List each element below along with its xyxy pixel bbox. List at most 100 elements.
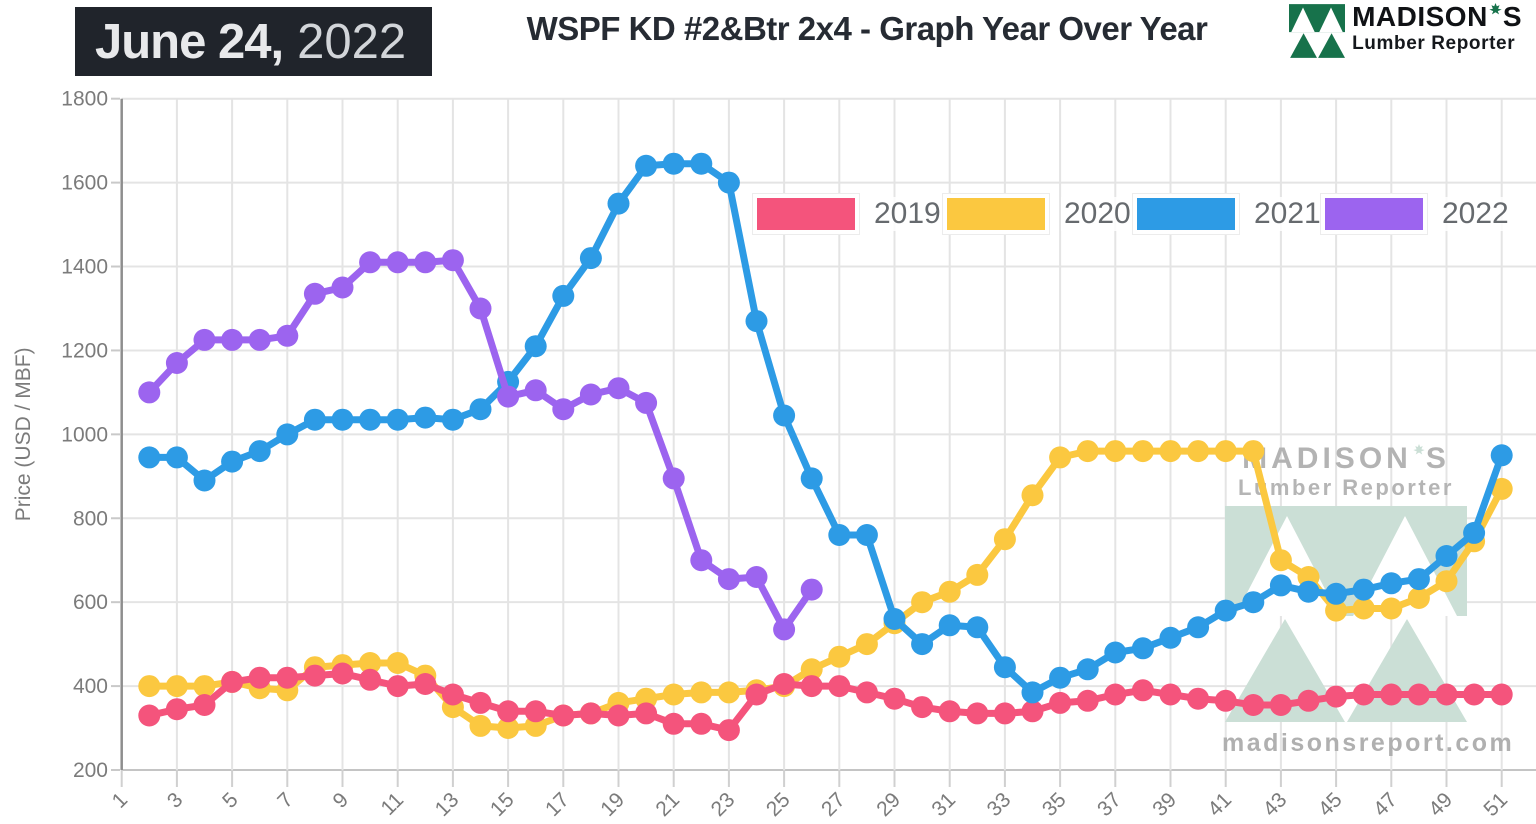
data-point-2020-w45 [1325, 599, 1348, 622]
data-point-2021-w35 [1049, 666, 1072, 689]
maple-leaf-icon [1489, 3, 1502, 15]
data-point-2021-w5 [221, 450, 244, 473]
logo-text: MADISON S Lumber Reporter [1352, 1, 1522, 54]
data-point-2019-w29 [883, 687, 906, 710]
data-point-2021-w46 [1352, 578, 1375, 601]
data-point-2019-w27 [828, 675, 851, 698]
data-point-2019-w33 [993, 702, 1016, 725]
data-point-2019-w11 [386, 675, 409, 698]
watermark-brand-pre: MADISON [1242, 442, 1412, 475]
ytick-label-1800: 1800 [61, 88, 108, 111]
data-point-2021-w24 [745, 310, 768, 333]
data-point-2021-w3 [165, 446, 188, 469]
logo-brand-post: S [1502, 1, 1522, 32]
data-point-2020-w2 [138, 675, 161, 698]
logo-brand-pre: MADISON [1352, 1, 1488, 32]
data-point-2021-w44 [1297, 580, 1320, 603]
logo-subtitle: Lumber Reporter [1352, 33, 1516, 54]
madisons-logo: MADISON S Lumber Reporter [1289, 3, 1522, 59]
data-point-2020-w40 [1187, 440, 1210, 463]
data-point-2019-w35 [1049, 691, 1072, 714]
data-point-2020-w31 [938, 580, 961, 603]
data-point-2020-w37 [1104, 440, 1127, 463]
data-point-2021-w20 [635, 154, 658, 177]
series-line-2021 [145, 160, 1506, 696]
data-point-2021-w26 [800, 467, 823, 490]
data-point-2019-w12 [414, 673, 437, 695]
data-point-2022-w8 [303, 282, 326, 305]
data-point-2019-w36 [1076, 689, 1099, 712]
data-point-2021-w49 [1435, 545, 1458, 567]
ytick-label-800: 800 [73, 507, 108, 530]
data-point-2020-w33 [993, 528, 1016, 551]
data-point-2021-w18 [579, 247, 602, 270]
data-point-2022-w18 [579, 383, 602, 406]
data-point-2021-w25 [773, 404, 796, 427]
data-point-2021-w23 [717, 171, 740, 194]
data-point-2022-w7 [276, 324, 299, 347]
data-point-2021-w14 [469, 398, 492, 421]
data-point-2020-w28 [855, 633, 878, 656]
data-point-2021-w2 [138, 446, 161, 469]
data-point-2020-w4 [193, 675, 216, 698]
data-point-2021-w10 [359, 408, 382, 431]
data-point-2019-w13 [441, 683, 464, 706]
data-point-2020-w41 [1214, 440, 1237, 463]
data-point-2019-w30 [911, 696, 934, 719]
data-point-2019-w25 [773, 673, 796, 695]
madisons-triangles-icon [1289, 4, 1346, 58]
data-point-2021-w37 [1104, 641, 1127, 664]
data-point-2022-w12 [414, 251, 437, 274]
data-point-2021-w51 [1490, 444, 1513, 467]
data-point-2019-w48 [1407, 683, 1430, 706]
data-point-2021-w31 [938, 614, 961, 637]
data-point-2021-w22 [690, 152, 713, 175]
data-point-2022-w19 [607, 377, 630, 400]
data-point-2022-w13 [441, 249, 464, 272]
data-point-2020-w27 [828, 645, 851, 668]
data-point-2020-w47 [1380, 597, 1403, 620]
data-point-2020-w26 [800, 658, 823, 681]
watermark-brand: MADISON S [1222, 444, 1470, 474]
data-point-2021-w19 [607, 192, 630, 215]
data-point-2019-w26 [800, 675, 823, 698]
data-point-2021-w13 [441, 408, 464, 431]
data-point-2022-w14 [469, 297, 492, 320]
data-point-2019-w28 [855, 681, 878, 704]
data-point-2019-w34 [1021, 700, 1044, 723]
data-point-2020-w43 [1269, 549, 1292, 572]
data-point-2019-w23 [717, 719, 740, 742]
data-point-2021-w12 [414, 406, 437, 429]
data-point-2019-w20 [635, 702, 658, 725]
data-point-2022-w3 [165, 352, 188, 374]
data-point-2022-w6 [248, 328, 271, 351]
data-point-2020-w38 [1131, 440, 1154, 463]
data-point-2019-w21 [662, 712, 685, 735]
data-point-2019-w47 [1380, 683, 1403, 706]
data-point-2021-w16 [524, 335, 547, 358]
data-point-2019-w17 [552, 704, 575, 727]
data-point-2022-w17 [552, 398, 575, 421]
data-point-2020-w48 [1407, 587, 1430, 609]
data-point-2021-w32 [966, 616, 989, 639]
watermark-subtitle: Lumber Reporter [1238, 475, 1454, 500]
data-point-2019-w49 [1435, 683, 1458, 706]
data-point-2019-w41 [1214, 689, 1237, 712]
data-point-2020-w36 [1076, 440, 1099, 463]
ytick-label-600: 600 [73, 591, 108, 614]
data-point-2020-w49 [1435, 570, 1458, 593]
data-point-2019-w16 [524, 700, 547, 723]
data-point-2019-w18 [579, 702, 602, 725]
data-point-2021-w17 [552, 284, 575, 307]
data-point-2019-w45 [1325, 685, 1348, 708]
data-point-2021-w43 [1269, 574, 1292, 597]
data-point-2022-w20 [635, 391, 658, 414]
date-badge-year: 2022 [297, 14, 407, 69]
data-point-2022-w10 [359, 251, 382, 274]
series-2021 [138, 152, 1513, 704]
data-point-2019-w38 [1131, 679, 1154, 702]
series-2019 [138, 662, 1513, 742]
data-point-2022-w11 [386, 251, 409, 274]
data-point-2022-w21 [662, 467, 685, 490]
